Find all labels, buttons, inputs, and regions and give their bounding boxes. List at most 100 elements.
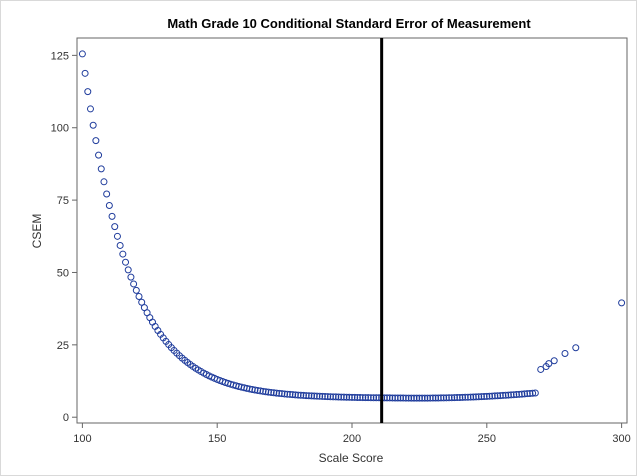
data-point bbox=[294, 391, 302, 399]
data-point bbox=[472, 393, 480, 401]
data-point bbox=[100, 178, 108, 186]
y-tick-label: 100 bbox=[51, 123, 69, 135]
data-point bbox=[108, 212, 116, 220]
data-point bbox=[256, 387, 264, 395]
y-tick-label: 50 bbox=[57, 267, 69, 279]
data-point bbox=[321, 393, 329, 401]
data-point bbox=[410, 394, 418, 402]
data-point bbox=[337, 393, 345, 401]
data-point bbox=[105, 202, 113, 210]
data-point bbox=[418, 394, 426, 402]
data-point bbox=[618, 299, 626, 307]
data-point bbox=[262, 388, 270, 396]
data-point bbox=[502, 391, 510, 399]
data-point bbox=[254, 386, 262, 394]
data-point bbox=[531, 389, 539, 397]
data-point bbox=[445, 394, 453, 402]
data-point bbox=[103, 190, 111, 198]
data-point bbox=[491, 392, 499, 400]
data-point bbox=[124, 266, 132, 274]
data-point bbox=[423, 394, 431, 402]
data-point bbox=[437, 394, 445, 402]
y-tick-label: 0 bbox=[63, 412, 69, 424]
data-point bbox=[391, 394, 399, 402]
data-point bbox=[372, 394, 380, 402]
data-point bbox=[561, 350, 569, 358]
data-point bbox=[397, 394, 405, 402]
data-point bbox=[432, 394, 440, 402]
data-point bbox=[353, 393, 361, 401]
data-point bbox=[415, 394, 423, 402]
data-point bbox=[399, 394, 407, 402]
data-point bbox=[440, 394, 448, 402]
data-point bbox=[278, 390, 286, 398]
data-point bbox=[283, 390, 291, 398]
data-point bbox=[370, 394, 378, 402]
data-point bbox=[127, 273, 135, 281]
data-point bbox=[95, 151, 103, 159]
y-axis-label: CSEM bbox=[30, 214, 44, 249]
data-point bbox=[383, 394, 391, 402]
x-tick-label: 250 bbox=[478, 433, 496, 445]
data-point bbox=[97, 165, 105, 173]
data-point bbox=[512, 391, 520, 399]
data-point bbox=[132, 286, 140, 294]
data-point bbox=[467, 393, 475, 401]
data-point bbox=[413, 394, 421, 402]
x-tick-label: 100 bbox=[73, 433, 91, 445]
data-point bbox=[348, 393, 356, 401]
data-point bbox=[402, 394, 410, 402]
data-point bbox=[324, 393, 332, 401]
data-point bbox=[289, 391, 297, 399]
y-tick-label: 125 bbox=[51, 50, 69, 62]
data-point bbox=[407, 394, 415, 402]
data-point bbox=[92, 137, 100, 145]
data-point bbox=[111, 223, 119, 231]
data-point bbox=[450, 394, 458, 402]
data-point bbox=[429, 394, 437, 402]
data-point bbox=[405, 394, 413, 402]
data-point bbox=[299, 391, 307, 399]
data-point bbox=[281, 390, 289, 398]
data-point bbox=[499, 391, 507, 399]
data-point bbox=[483, 392, 491, 400]
data-point bbox=[526, 389, 534, 397]
data-point bbox=[119, 250, 127, 258]
data-point bbox=[291, 391, 299, 399]
x-tick-label: 300 bbox=[612, 433, 630, 445]
data-point bbox=[343, 393, 351, 401]
data-point bbox=[251, 386, 259, 394]
data-point bbox=[453, 394, 461, 402]
data-point bbox=[434, 394, 442, 402]
data-point bbox=[461, 393, 469, 401]
data-point bbox=[116, 241, 124, 249]
data-point bbox=[359, 394, 367, 402]
data-point bbox=[356, 394, 364, 402]
data-point bbox=[507, 391, 515, 399]
data-point bbox=[469, 393, 477, 401]
data-point bbox=[113, 232, 121, 240]
data-point bbox=[486, 392, 493, 400]
data-point bbox=[332, 393, 340, 401]
data-point bbox=[138, 298, 146, 306]
data-point bbox=[459, 393, 467, 401]
data-point bbox=[122, 258, 130, 266]
x-tick-label: 150 bbox=[208, 433, 226, 445]
data-point bbox=[310, 392, 318, 400]
data-point bbox=[364, 394, 372, 402]
data-point bbox=[529, 389, 537, 397]
data-point bbox=[297, 391, 305, 399]
data-point bbox=[464, 393, 472, 401]
data-point bbox=[270, 389, 278, 397]
data-point bbox=[329, 393, 337, 401]
data-point bbox=[335, 393, 343, 401]
y-axis: 0 25 50 75 100 125 bbox=[51, 50, 77, 424]
data-point bbox=[326, 393, 334, 401]
data-point bbox=[480, 392, 488, 400]
data-point bbox=[394, 394, 402, 402]
data-point bbox=[351, 393, 359, 401]
data-point bbox=[89, 121, 97, 129]
data-point bbox=[273, 389, 281, 397]
chart-title: Math Grade 10 Conditional Standard Error… bbox=[167, 16, 531, 31]
